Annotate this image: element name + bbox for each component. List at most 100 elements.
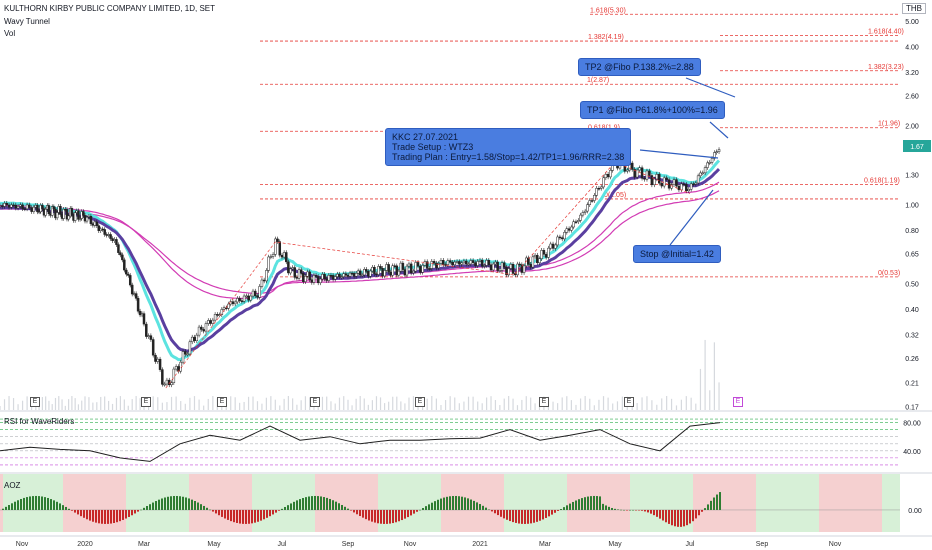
aoz-histogram-bar — [233, 509, 235, 523]
aoz-histogram-bar — [467, 498, 469, 510]
aoz-histogram-bar — [191, 499, 193, 510]
currency-badge[interactable]: THB — [902, 3, 926, 14]
indicator-wavy-tunnel[interactable]: Wavy Tunnel — [4, 17, 50, 26]
aoz-pane-label[interactable]: AOZ — [4, 481, 21, 490]
earnings-marker-upcoming[interactable]: E — [733, 397, 743, 407]
candle-body — [385, 264, 388, 271]
aoz-background — [531, 474, 534, 532]
tp1-callout[interactable]: TP1 @Fibo P61.8%+100%=1.96 — [580, 101, 725, 119]
volume-bar — [598, 399, 600, 410]
aoz-background — [468, 474, 471, 532]
volume-bar — [422, 405, 424, 410]
candle-body — [455, 261, 459, 263]
candle-body — [329, 275, 333, 277]
aoz-histogram-bar — [2, 508, 4, 510]
aoz-background — [891, 474, 894, 532]
candle-body — [260, 279, 264, 287]
aoz-histogram-bar — [458, 496, 460, 510]
aoz-histogram-bar — [89, 509, 91, 521]
candle-body — [356, 270, 360, 274]
price-axis-tick: 0.50 — [905, 282, 919, 289]
volume-bar — [666, 396, 668, 410]
aoz-background — [864, 474, 867, 532]
aoz-background — [192, 474, 195, 532]
earnings-marker[interactable]: E — [141, 397, 151, 407]
volume-bar — [521, 399, 523, 410]
aoz-background — [816, 474, 819, 532]
earnings-marker[interactable]: E — [217, 397, 227, 407]
aoz-background — [306, 474, 309, 532]
earnings-marker[interactable]: E — [624, 397, 634, 407]
aoz-histogram-bar — [410, 509, 412, 516]
candle-body — [207, 320, 210, 324]
aoz-histogram-bar — [614, 508, 616, 510]
aoz-background — [36, 474, 39, 532]
volume-bar — [584, 396, 586, 410]
aoz-background — [894, 474, 897, 532]
aoz-background — [0, 474, 3, 532]
volume-bar — [8, 396, 10, 410]
aoz-histogram-bar — [638, 509, 640, 511]
earnings-marker[interactable]: E — [30, 397, 40, 407]
volume-bar — [247, 396, 250, 410]
candle-body — [308, 271, 311, 280]
volume-bar — [525, 396, 527, 410]
aoz-background — [477, 474, 480, 532]
candle-body — [633, 169, 636, 178]
aoz-histogram-bar — [659, 509, 661, 519]
rsi-pane-label[interactable]: RSI for WaveRiders — [4, 417, 75, 426]
volume-bar — [646, 396, 648, 410]
aoz-background — [672, 474, 675, 532]
candle-body — [389, 271, 392, 276]
aoz-background — [168, 474, 171, 532]
aoz-background — [3, 474, 6, 532]
aoz-histogram-bar — [98, 509, 100, 524]
aoz-background — [537, 474, 540, 532]
aoz-background — [351, 474, 354, 532]
candle-body — [502, 262, 506, 268]
tp2-callout[interactable]: TP2 @Fibo P.138.2%=2.88 — [578, 58, 701, 76]
candle-body — [181, 351, 185, 363]
aoz-histogram-bar — [353, 509, 355, 513]
aoz-histogram-bar — [338, 503, 340, 510]
aoz-background — [264, 474, 267, 532]
volume-bar — [45, 396, 47, 410]
candle-body — [581, 212, 585, 216]
aoz-histogram-bar — [146, 505, 148, 510]
aoz-background — [33, 474, 36, 532]
aoz-background — [249, 474, 252, 532]
aoz-background — [261, 474, 264, 532]
candle-body — [511, 263, 515, 274]
aoz-histogram-bar — [719, 492, 721, 510]
price-axis-tick: 4.00 — [905, 44, 919, 51]
earnings-marker[interactable]: E — [415, 397, 425, 407]
volume-bar — [161, 402, 163, 410]
earnings-marker[interactable]: E — [539, 397, 549, 407]
aoz-histogram-bar — [47, 497, 49, 510]
volume-bar — [607, 397, 609, 410]
candle-body — [233, 301, 237, 305]
aoz-background — [720, 474, 723, 532]
volume-bar — [77, 404, 80, 410]
candle-body — [297, 269, 301, 279]
candle-body — [451, 261, 454, 266]
aoz-histogram-bar — [116, 509, 118, 523]
candle-body — [227, 303, 230, 309]
candle-body — [448, 260, 452, 263]
aoz-histogram-bar — [569, 503, 571, 510]
earnings-marker[interactable]: E — [310, 397, 320, 407]
volume-bar — [408, 397, 410, 410]
volume-bar — [367, 404, 369, 410]
stop-callout[interactable]: Stop @Initial=1.42 — [633, 245, 721, 263]
candle-body — [117, 244, 120, 253]
aoz-background — [648, 474, 651, 532]
volume-bar — [593, 405, 595, 410]
aoz-histogram-bar — [482, 505, 484, 510]
indicator-volume[interactable]: Vol — [4, 29, 16, 38]
trading-plan-callout[interactable]: KKC 27.07.2021 Trade Setup : WTZ3 Tradin… — [385, 128, 632, 166]
aoz-histogram-bar — [362, 509, 364, 518]
aoz-background — [363, 474, 366, 532]
candle-body — [331, 275, 335, 280]
aoz-background — [312, 474, 315, 532]
